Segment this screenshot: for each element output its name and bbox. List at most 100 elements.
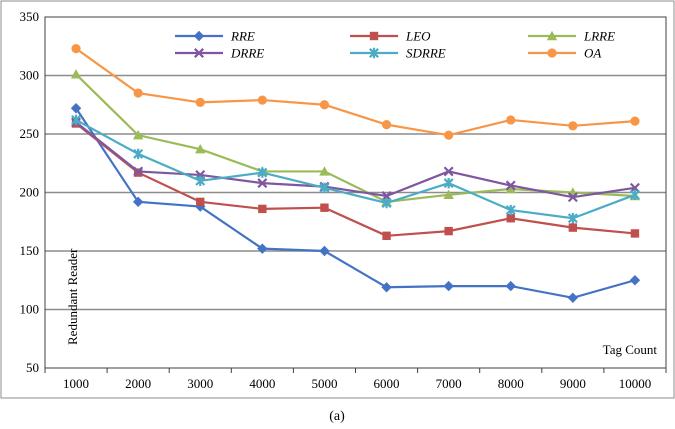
data-point [443, 280, 454, 292]
data-point [133, 88, 143, 98]
data-point [629, 275, 641, 286]
data-point [195, 144, 206, 154]
data-point [257, 167, 268, 178]
series-line [75, 107, 636, 299]
data-point [567, 213, 578, 224]
series-line [75, 47, 636, 137]
y-axis-title: Redundant Reader [65, 248, 80, 345]
data-point [567, 192, 578, 203]
series-oa [71, 43, 640, 140]
legend-label: OA [584, 46, 601, 61]
figure-caption: (a) [329, 409, 345, 424]
legend-marker [547, 48, 557, 58]
data-point [70, 69, 82, 79]
data-point [70, 103, 82, 114]
legend-label: DRRE [230, 46, 264, 61]
legend-item: DRRE [175, 46, 264, 61]
legend-label: LRRE [583, 29, 615, 44]
data-point [319, 182, 330, 194]
x-tick-label: 4000 [249, 376, 275, 391]
data-point [567, 292, 579, 303]
data-point [133, 148, 144, 160]
data-point [196, 197, 205, 207]
legend-marker [193, 30, 205, 42]
data-point [568, 223, 578, 232]
legend-label: RRE [230, 29, 255, 44]
gridlines [45, 74, 666, 311]
legend-marker [369, 47, 379, 59]
y-axis-ticks: 50 100 150 200 250 300 350 [20, 9, 40, 375]
x-tick-label: 5000 [311, 376, 337, 391]
chart-frame [0, 0, 675, 399]
data-point [505, 180, 516, 191]
y-tick-label: 150 [20, 243, 40, 258]
x-tick-label: 1000 [63, 376, 89, 391]
data-point [132, 129, 144, 140]
y-tick-label: 200 [20, 185, 40, 200]
data-point [320, 203, 329, 212]
data-point [505, 183, 516, 194]
series-sdrre [71, 114, 640, 224]
series-layer [70, 43, 641, 303]
legend-item: OA [528, 46, 601, 61]
legend-marker [369, 31, 379, 41]
x-tick-label: 9000 [560, 376, 586, 391]
y-tick-label: 50 [26, 360, 39, 375]
data-point [629, 189, 640, 201]
data-point [506, 115, 516, 125]
x-tick-label: 8000 [498, 376, 524, 391]
data-point [505, 280, 516, 292]
legend-marker [194, 48, 204, 58]
data-point [443, 166, 454, 177]
legend-item: LRRE [528, 29, 615, 44]
data-point [443, 189, 454, 200]
data-point [568, 121, 578, 131]
series-line [75, 118, 636, 220]
series-line [75, 122, 636, 237]
legend-marker [546, 30, 558, 41]
data-point [505, 204, 516, 216]
data-point [195, 97, 205, 108]
legend-item: RRE [175, 29, 255, 44]
y-tick-label: 350 [20, 9, 40, 24]
data-point [319, 245, 330, 257]
legend: RRE LEO LRRE DRRE SDRRE OA [175, 29, 615, 61]
x-tick-label: 7000 [436, 376, 462, 391]
data-point [381, 120, 392, 130]
y-tick-label: 100 [20, 302, 40, 317]
series-line [75, 121, 636, 199]
data-point [257, 243, 268, 254]
x-axis-title: Tag Count [603, 342, 658, 357]
data-point [195, 175, 206, 186]
x-tick-label: 6000 [374, 376, 400, 391]
x-tick-label: 10000 [619, 376, 652, 391]
data-point [630, 116, 640, 126]
data-point [443, 177, 454, 189]
y-tick-label: 300 [20, 68, 40, 83]
x-tick-label: 3000 [187, 376, 213, 391]
data-point [133, 166, 144, 177]
x-axis-ticks: 1000 2000 3000 4000 5000 6000 7000 8000 9000 1000… [44, 368, 667, 391]
x-tick-label: 2000 [125, 376, 151, 391]
data-point [319, 100, 330, 110]
data-point [382, 231, 391, 240]
data-point [132, 196, 144, 208]
legend-label: LEO [405, 29, 431, 44]
data-point [444, 226, 453, 236]
data-point [381, 282, 392, 293]
data-point [71, 43, 81, 54]
y-tick-label: 250 [20, 126, 40, 141]
data-point [71, 114, 82, 126]
legend-item: SDRRE [350, 46, 446, 61]
data-point [258, 204, 267, 214]
data-point [444, 130, 454, 140]
legend-item: LEO [350, 29, 431, 44]
legend-label: SDRRE [406, 46, 446, 61]
data-point [319, 166, 330, 176]
data-point [381, 197, 392, 209]
data-point [257, 178, 268, 189]
data-point [630, 229, 640, 238]
data-point [506, 214, 515, 223]
data-point [257, 95, 267, 105]
